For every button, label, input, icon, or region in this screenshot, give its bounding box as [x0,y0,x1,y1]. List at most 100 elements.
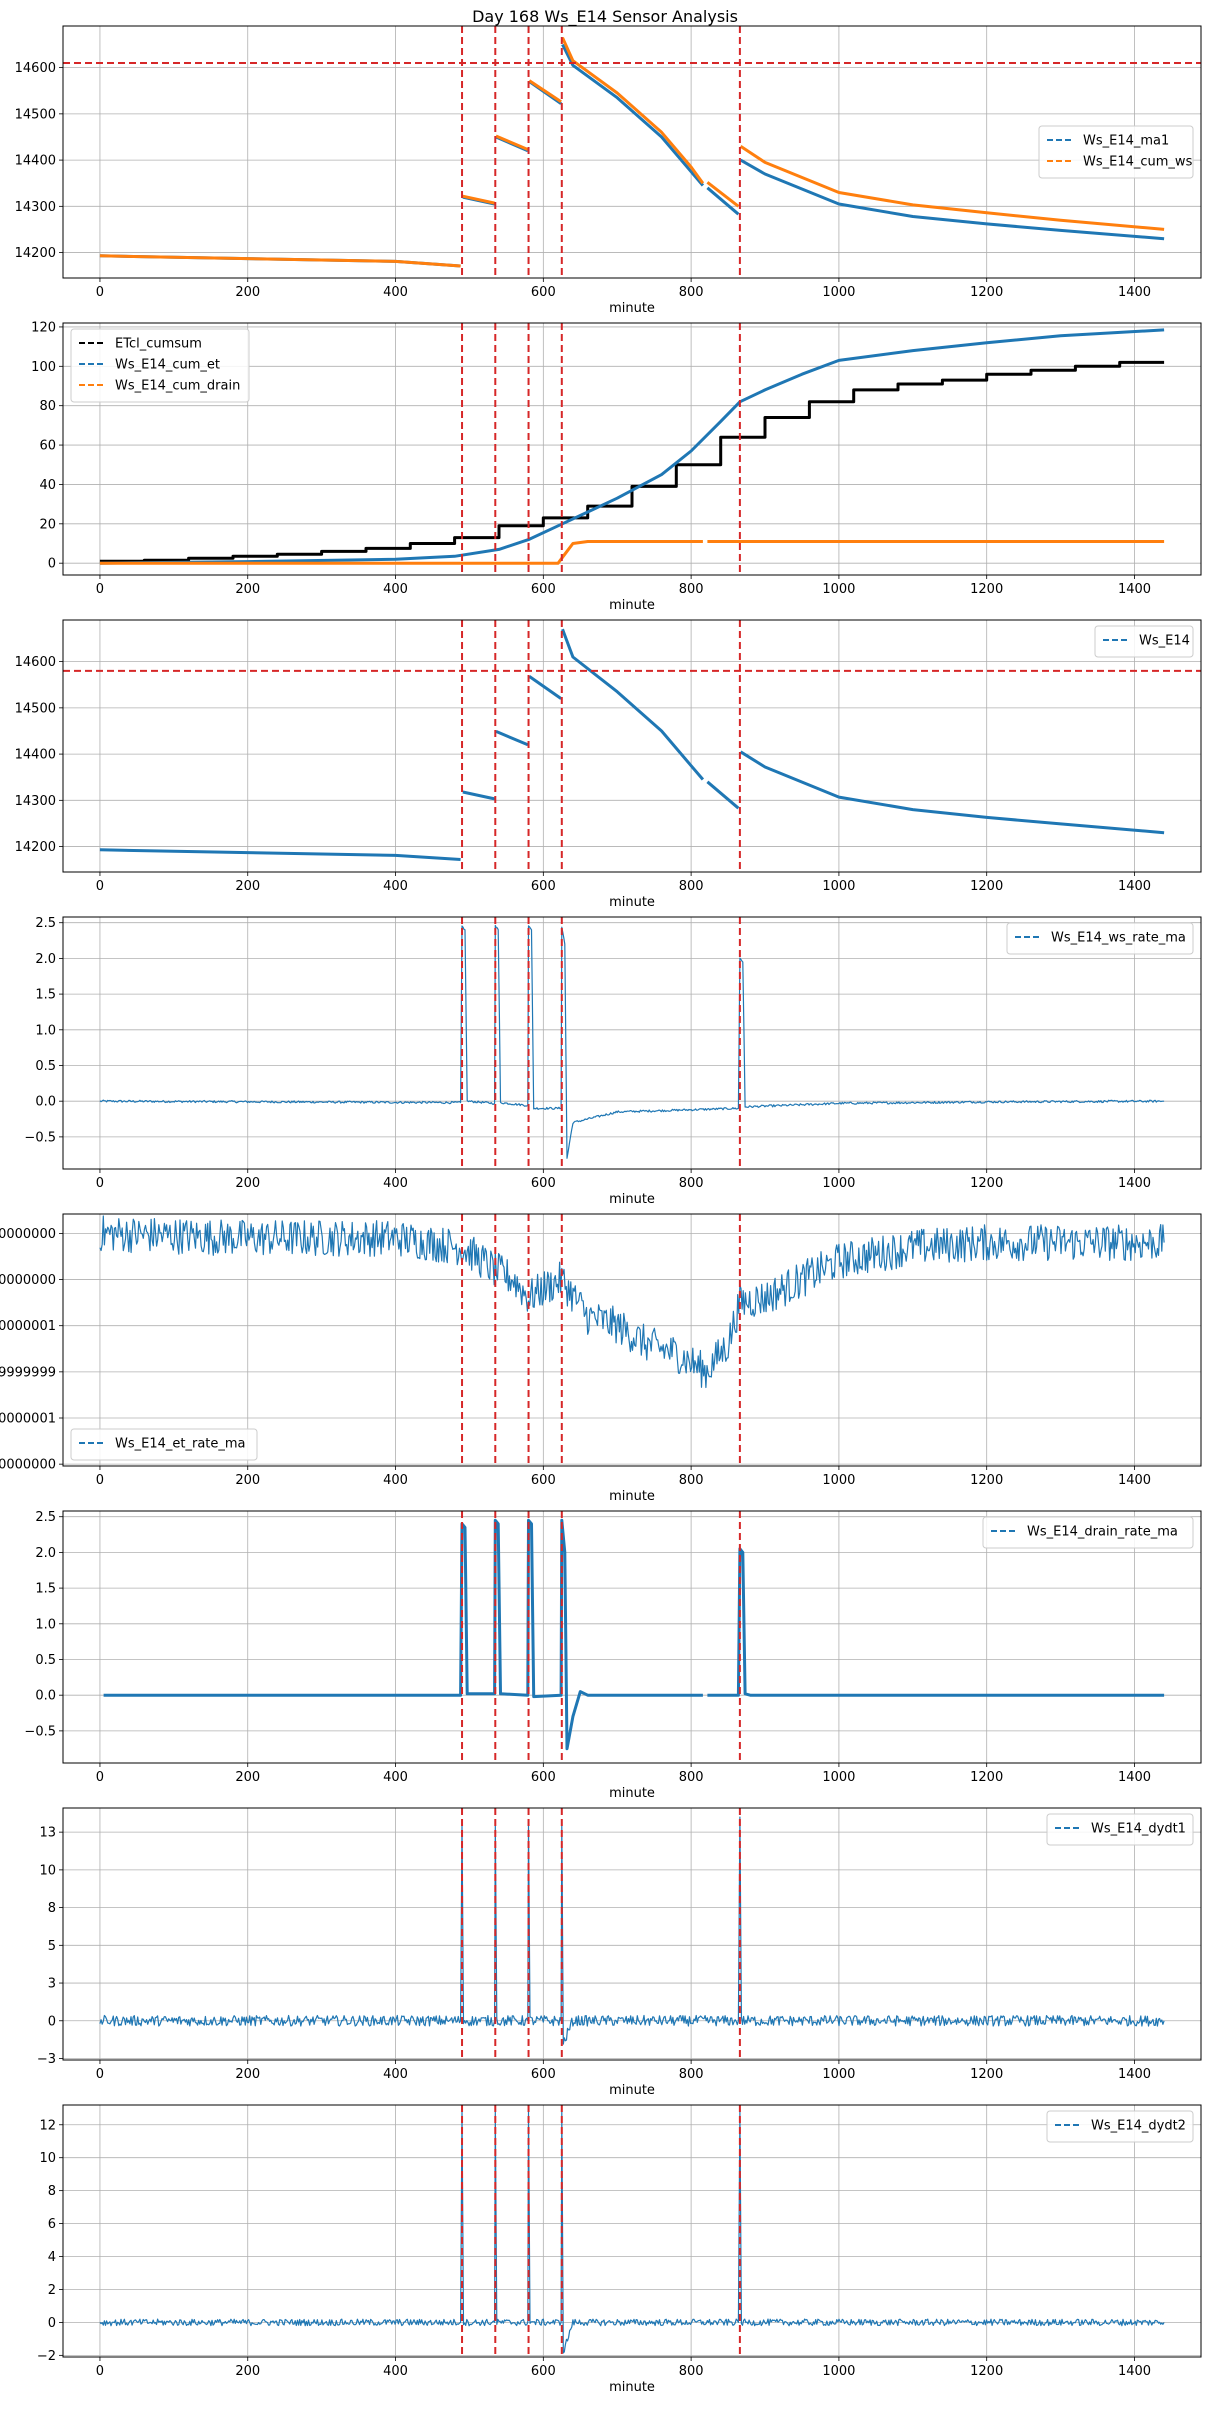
x-tick-label: 800 [679,2364,704,2379]
x-tick-label: 400 [383,1473,408,1488]
axes-frame [62,619,1202,873]
x-tick-label: 800 [679,285,704,300]
x-axis-label: minute [609,1786,655,1801]
x-tick-label: 0 [96,582,104,597]
panels: 0 200 400 600 800 1000 1200 1400142001430014400… [0,25,1202,2395]
chart-panel-4: 0 200 400 600 800 1000 1200 1400 −0.5 0.0 0.5 1.0 1.… [24,916,1202,1207]
x-tick-label: 600 [531,1176,556,1191]
series-line [739,144,1165,231]
y-tick-label: 1.0 [35,1617,56,1632]
series-line [706,186,740,216]
legend-box [982,1516,1194,1549]
x-tick-label: 400 [383,879,408,894]
y-tick-label: 14200 [15,840,56,855]
series-line [739,750,1165,835]
legend: Ws_E14_dydt1 [1046,1813,1194,1846]
legend-box [1006,922,1194,955]
x-tick-label: 200 [235,879,260,894]
x-tick-label: 1400 [1118,1176,1151,1191]
y-tick-label: 2.5 [35,916,56,931]
x-tick-label: 1400 [1118,879,1151,894]
x-tick-label: 200 [235,1473,260,1488]
chart-panel-2: 0 200 400 600 800 1000 1200 1400 0 20 40 60 80 100 120… [31,320,1202,613]
y-tick-label: 20 [39,517,56,532]
x-axis-label: minute [609,1192,655,1207]
plot-area [99,36,1165,268]
x-tick-label: 1400 [1118,1770,1151,1785]
x-tick-label: 600 [531,2067,556,2082]
y-tick-label: 10 [39,1863,56,1878]
series-line [99,1215,1165,1389]
x-tick-label: 1000 [822,1770,855,1785]
x-tick-label: 1000 [822,582,855,597]
y-tick-label: 14500 [15,701,56,716]
y-tick-label: 1.5 [35,1582,56,1597]
y-tick-label: 1.5 [35,988,56,1003]
legend-label: ETcl_cumsum [115,337,202,352]
series-line [99,328,1165,565]
plot-area [99,1816,1165,2045]
y-tick-label: −2 [37,2349,56,2364]
x-axis-label: minute [609,895,655,910]
series-line [707,1547,1165,1697]
x-tick-label: 400 [383,285,408,300]
x-tick-label: 400 [383,582,408,597]
y-tick-label: 60 [39,439,56,454]
y-tick-label: 2.0 [35,1546,56,1561]
x-tick-label: 600 [531,1473,556,1488]
y-tick-label: 14200 [15,246,56,261]
series-line [99,924,1165,1159]
x-tick-label: 800 [679,582,704,597]
y-tick-label: 0.0 [35,1095,56,1110]
x-tick-label: 600 [531,879,556,894]
series-line [528,79,562,104]
y-tick-label: 12 [39,2118,56,2133]
x-axis-label: minute [609,598,655,613]
series-line [99,360,1165,563]
legend-label: Ws_E14_cum_drain [115,379,240,394]
legend-box [1046,1813,1194,1846]
x-tick-label: 1000 [822,879,855,894]
x-tick-label: 1200 [970,582,1003,597]
series-line [99,848,461,861]
axes-frame [62,916,1202,1170]
x-tick-label: 1200 [970,1176,1003,1191]
x-tick-label: 1400 [1118,2067,1151,2082]
y-tick-label: 2.5 [35,1510,56,1525]
series-line [495,730,529,747]
y-tick-label: 8 [48,1901,56,1916]
x-tick-label: 0 [96,879,104,894]
x-tick-label: 0 [96,285,104,300]
legend: Ws_E14_ma1 Ws_E14_cum_ws [1038,125,1194,179]
x-tick-label: 1000 [822,1473,855,1488]
x-tick-label: 200 [235,2364,260,2379]
x-tick-label: 600 [531,582,556,597]
y-tick-label: 40 [39,478,56,493]
y-tick-label: 2.0 [35,952,56,967]
x-tick-label: 1200 [970,1473,1003,1488]
y-tick-label: 4 [48,2250,56,2265]
y-tick-label: 14300 [15,794,56,809]
y-tick-label: 100 [31,360,56,375]
x-tick-label: 600 [531,1770,556,1785]
plot-area [103,1518,1165,1751]
plot-area [99,628,1165,861]
series-line [528,675,562,700]
x-axis-label: minute [609,2380,655,2395]
x-tick-label: 1200 [970,1770,1003,1785]
x-tick-label: 1200 [970,879,1003,894]
series-line [561,43,705,187]
x-tick-label: 1000 [822,2364,855,2379]
y-tick-label: 0.0 [35,1689,56,1704]
y-tick-label: −0.05000000000000000 [0,1273,56,1288]
x-tick-label: 1000 [822,1176,855,1191]
y-tick-label: −0.14999999999999999 [0,1365,56,1380]
y-tick-label: 14600 [15,655,56,670]
legend-label: Ws_E14 [1139,634,1190,649]
x-tick-label: 400 [383,1770,408,1785]
y-tick-label: 0.5 [35,1059,56,1074]
y-tick-label: 6 [48,2217,56,2232]
chart-panel-8: 0 200 400 600 800 1000 1200 1400 −2 0 2 4 6 8 10 12 minu… [37,2104,1202,2395]
y-tick-label: −0.5 [24,1724,56,1739]
x-tick-label: 0 [96,2364,104,2379]
